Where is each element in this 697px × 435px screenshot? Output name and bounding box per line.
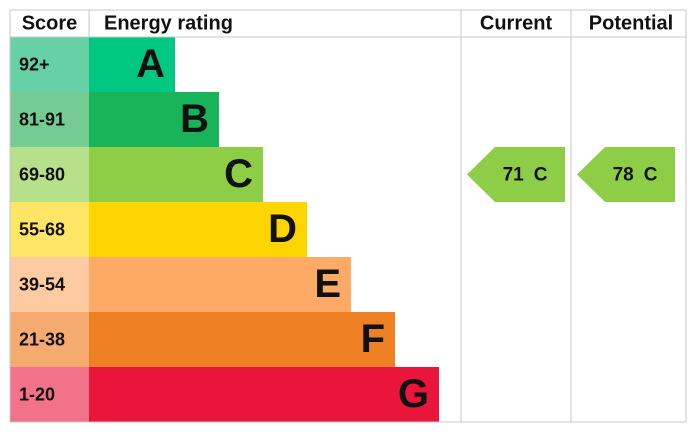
band-letter: B <box>180 97 209 141</box>
score-cell <box>10 202 89 257</box>
score-label: 21-38 <box>19 329 65 349</box>
score-label: 55-68 <box>19 219 65 239</box>
potential-arrow <box>577 147 675 202</box>
score-label: 81-91 <box>19 109 65 129</box>
potential-band: C <box>644 165 658 186</box>
current-header: Current <box>480 12 553 34</box>
score-cell <box>10 367 89 422</box>
band-letter: E <box>314 262 341 306</box>
score-label: 92+ <box>19 54 50 74</box>
current-band: C <box>534 165 548 186</box>
score-label: 39-54 <box>19 274 65 294</box>
score-label: 69-80 <box>19 164 65 184</box>
current-value: 71 <box>503 165 525 186</box>
score-cell <box>10 92 89 147</box>
score-header: Score <box>22 12 78 34</box>
band-letter: D <box>268 207 297 251</box>
rating-header: Energy rating <box>104 12 233 34</box>
score-cell <box>10 37 89 92</box>
potential-header: Potential <box>589 12 673 34</box>
potential-value: 78 <box>613 165 634 186</box>
rating-bar <box>89 367 439 422</box>
rating-bar <box>89 202 307 257</box>
score-cell <box>10 312 89 367</box>
rating-bar <box>89 312 395 367</box>
band-letter: G <box>398 372 429 416</box>
score-cell <box>10 257 89 312</box>
rating-bar <box>89 37 175 92</box>
current-label: 71 C <box>503 165 548 186</box>
band-letter: C <box>224 152 253 196</box>
band-letter: F <box>361 317 385 361</box>
score-label: 1-20 <box>19 384 55 404</box>
rating-bar <box>89 92 219 147</box>
rating-bar <box>89 147 263 202</box>
score-cell <box>10 147 89 202</box>
potential-label: 78 C <box>613 165 658 186</box>
band-letter: A <box>136 42 165 86</box>
rating-bar <box>89 257 351 312</box>
current-arrow <box>467 147 565 202</box>
